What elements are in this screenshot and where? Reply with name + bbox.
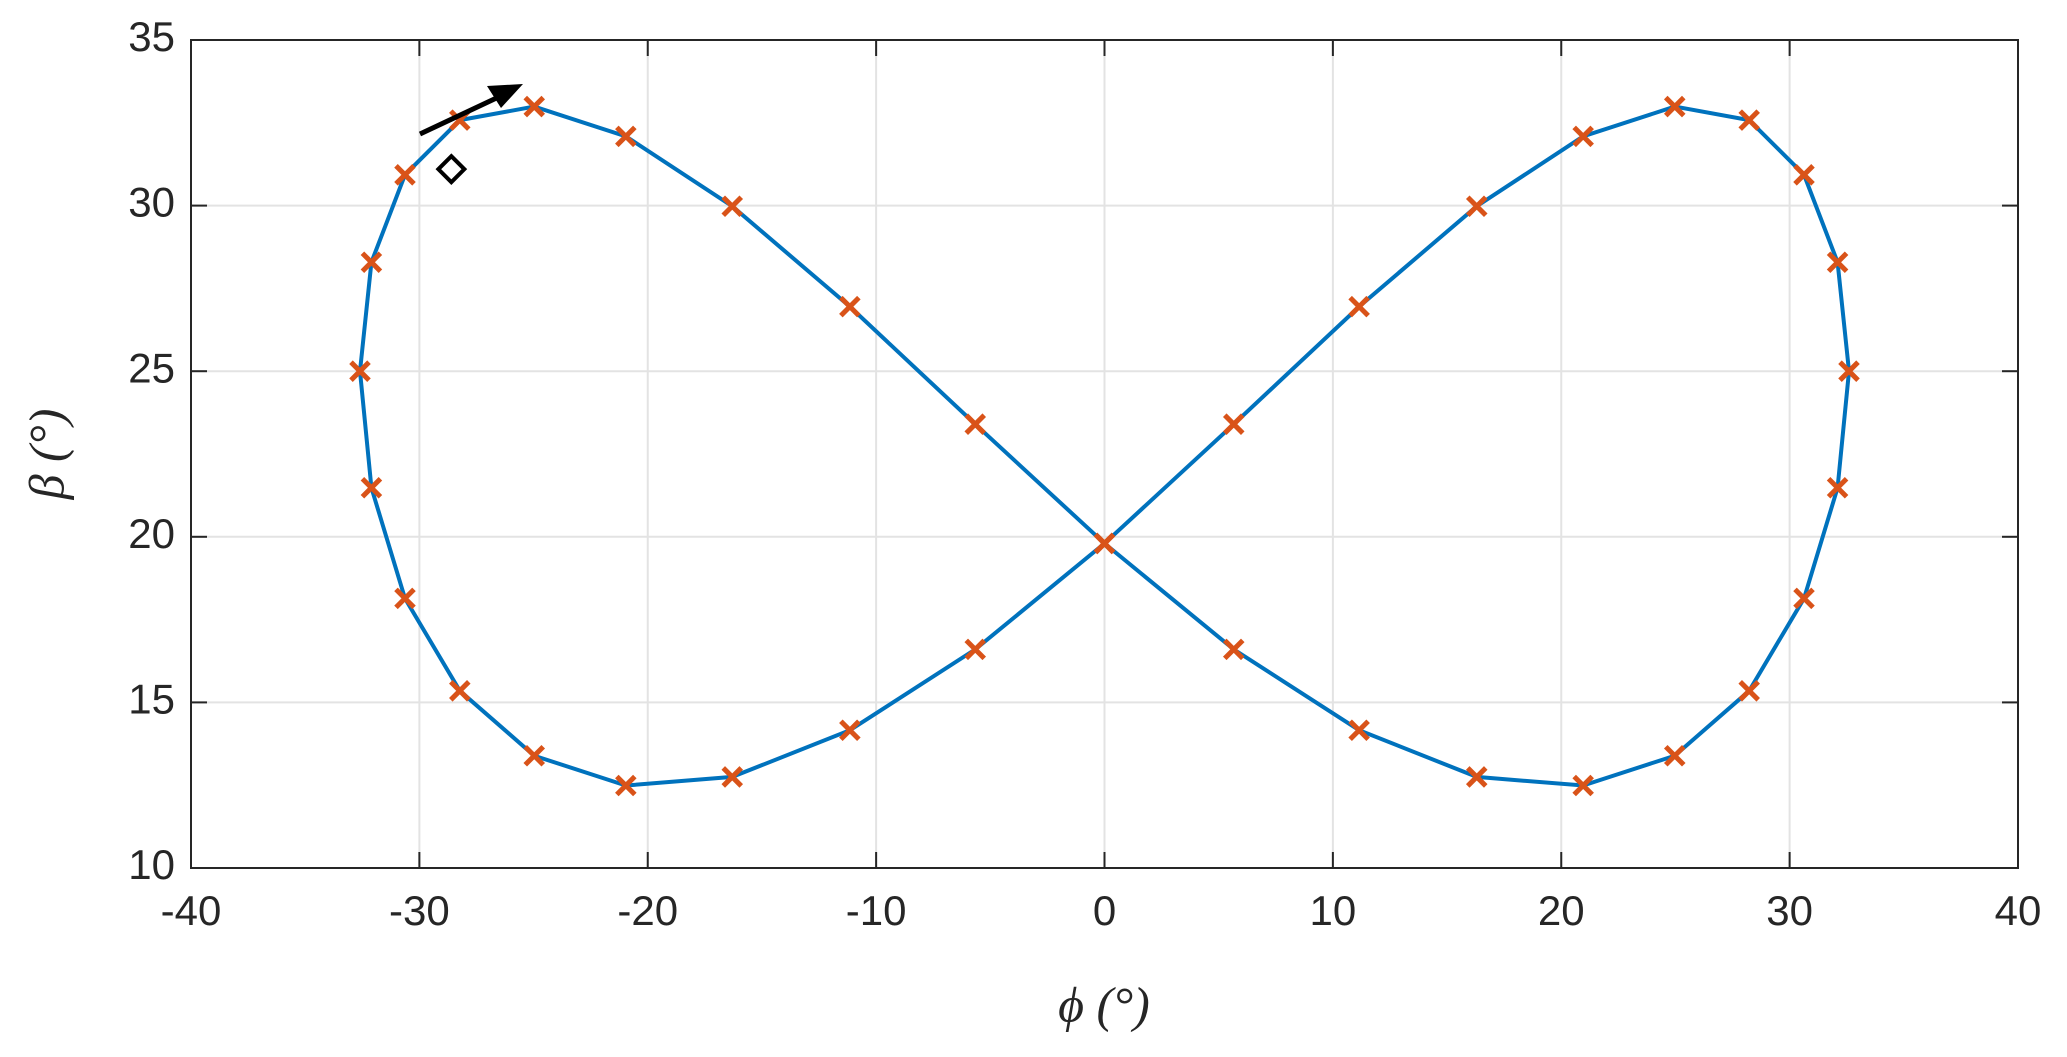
cross-marker	[1572, 125, 1594, 148]
cross-marker	[721, 195, 744, 218]
cross-marker	[615, 125, 637, 148]
x-tick-label: 0	[1093, 887, 1116, 934]
x-tick-label: 40	[1995, 887, 2042, 934]
cross-marker	[839, 295, 861, 318]
y-tick-label: 25	[128, 344, 175, 391]
x-tick-label: -40	[161, 887, 222, 934]
x-tick-label: 20	[1538, 887, 1585, 934]
arrow-shaft	[418, 91, 507, 137]
x-tick-label: 10	[1310, 887, 1357, 934]
cross-marker	[1222, 638, 1245, 661]
cross-marker	[1663, 95, 1686, 118]
cross-marker	[523, 744, 546, 767]
cross-marker	[394, 587, 416, 610]
start-marker	[435, 153, 468, 185]
cross-marker	[1572, 774, 1594, 797]
cross-marker	[1348, 719, 1370, 741]
cross-marker	[360, 477, 383, 499]
cross-marker	[360, 251, 383, 274]
cross-marker	[839, 719, 861, 741]
cross-marker	[1663, 744, 1686, 767]
cross-marker	[394, 164, 416, 186]
marks	[349, 95, 1860, 797]
y-tick-label: 10	[128, 841, 175, 888]
cross-marker	[615, 774, 637, 797]
cross-marker	[1826, 477, 1849, 499]
cross-marker	[1838, 360, 1860, 382]
arrow-head	[487, 84, 523, 108]
x-tick-label: 30	[1766, 887, 1813, 934]
cross-marker	[1738, 109, 1760, 131]
cross-marker	[964, 638, 987, 661]
cross-marker	[349, 360, 371, 382]
x-tick-label: -20	[617, 887, 678, 934]
cross-marker	[523, 95, 546, 118]
y-axis-label: β (°)	[18, 409, 74, 501]
cross-marker	[1093, 532, 1116, 555]
x-tick-label: -10	[846, 887, 907, 934]
cross-marker	[449, 680, 471, 702]
direction-arrow	[418, 84, 523, 137]
cross-marker	[721, 766, 744, 788]
cross-marker	[1793, 587, 1815, 610]
cross-marker	[1465, 195, 1488, 218]
cross-marker	[1738, 680, 1760, 702]
x-tick-label: -30	[389, 887, 450, 934]
cross-marker	[1222, 413, 1245, 435]
y-tick-label: 30	[128, 179, 175, 226]
cross-marker	[1348, 295, 1370, 318]
cross-marker	[964, 413, 987, 435]
y-tick-label: 20	[128, 510, 175, 557]
y-tick-label: 35	[128, 13, 175, 60]
x-axis-label: ϕ (°)	[1058, 976, 1150, 1032]
cross-marker	[1465, 766, 1488, 788]
y-tick-label: 15	[128, 675, 175, 722]
cross-marker	[1793, 164, 1815, 186]
cross-marker	[1826, 251, 1849, 274]
